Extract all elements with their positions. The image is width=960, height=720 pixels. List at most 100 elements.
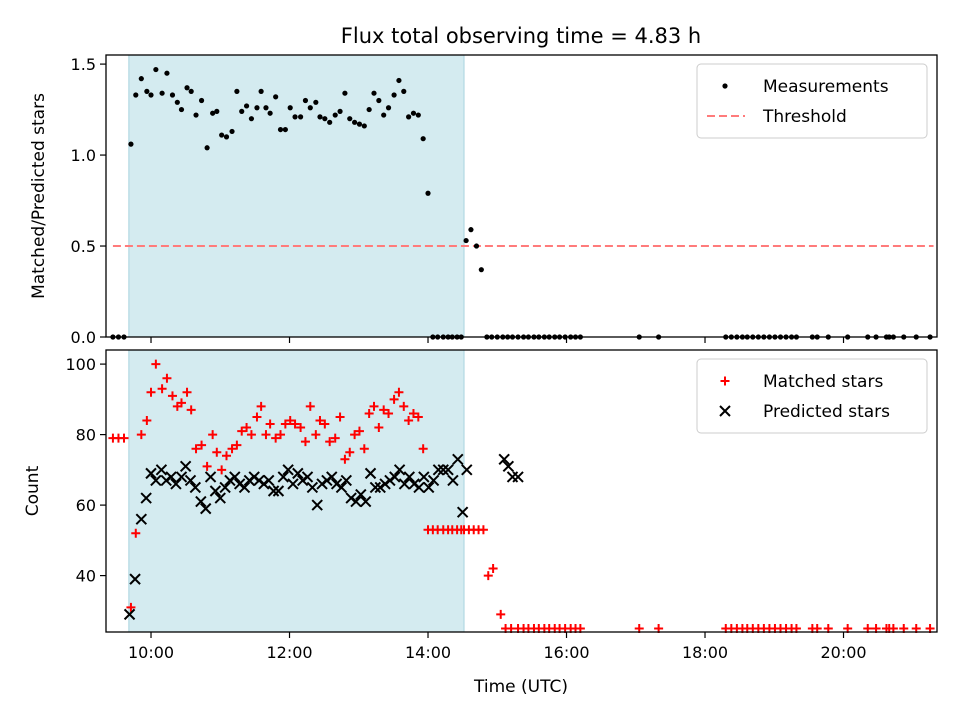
data-point xyxy=(261,430,271,440)
data-point xyxy=(204,471,217,483)
data-point xyxy=(232,440,242,450)
data-point xyxy=(214,492,226,504)
data-point xyxy=(162,373,172,383)
data-point xyxy=(337,108,343,114)
data-point xyxy=(320,419,330,429)
data-point xyxy=(157,384,167,394)
data-point xyxy=(282,464,294,476)
data-point xyxy=(355,488,367,501)
data-point xyxy=(200,502,212,515)
legend-box xyxy=(696,63,928,139)
data-point xyxy=(202,461,212,471)
data-point xyxy=(219,132,225,138)
data-point xyxy=(290,419,300,429)
data-point xyxy=(280,419,290,429)
data-point xyxy=(403,471,416,483)
data-point xyxy=(404,416,414,425)
data-point xyxy=(325,437,335,447)
data-point xyxy=(393,464,406,476)
data-point xyxy=(422,481,435,494)
data-point xyxy=(483,571,493,581)
data-point xyxy=(150,474,162,487)
y-tick-label: 80 xyxy=(76,426,96,445)
data-point xyxy=(138,76,144,82)
data-point xyxy=(418,471,430,483)
data-point xyxy=(385,105,392,111)
data-point xyxy=(326,471,338,483)
data-point xyxy=(389,471,401,483)
data-point xyxy=(223,134,230,140)
data-point xyxy=(366,106,372,113)
data-point xyxy=(352,119,358,125)
data-point xyxy=(311,499,323,511)
legend-marker xyxy=(719,405,731,417)
data-point xyxy=(254,105,260,111)
data-point xyxy=(148,92,154,98)
data-point xyxy=(297,114,304,120)
data-point xyxy=(182,387,192,397)
data-point xyxy=(406,114,412,120)
data-point xyxy=(292,114,298,120)
data-point xyxy=(176,398,186,408)
data-point xyxy=(276,430,286,440)
data-point xyxy=(212,447,222,457)
data-point xyxy=(398,478,411,490)
data-point xyxy=(292,467,304,480)
data-point xyxy=(506,471,519,483)
data-point xyxy=(307,105,313,111)
data-point xyxy=(408,408,418,418)
data-point xyxy=(350,430,360,440)
data-point xyxy=(252,412,262,422)
data-point xyxy=(335,481,348,494)
data-point xyxy=(151,359,161,369)
data-point xyxy=(369,401,379,411)
data-point xyxy=(301,471,314,483)
data-point xyxy=(456,506,469,518)
data-point xyxy=(193,112,199,118)
data-point xyxy=(364,408,374,418)
data-point xyxy=(389,394,399,404)
data-point xyxy=(452,453,464,465)
y-tick-label: 40 xyxy=(76,567,96,586)
x-axis-label: Time (UTC) xyxy=(473,677,568,697)
data-point xyxy=(447,474,459,487)
data-point xyxy=(227,444,237,454)
data-point xyxy=(145,467,157,480)
observing-span xyxy=(128,349,465,633)
legend-marker xyxy=(720,376,730,386)
data-point xyxy=(432,464,445,476)
data-point xyxy=(265,419,275,429)
data-point xyxy=(285,416,295,425)
y-axis-label: Matched/Predicted stars xyxy=(29,93,49,299)
data-point xyxy=(300,437,310,447)
data-point xyxy=(136,430,146,440)
data-point xyxy=(296,423,306,433)
data-point xyxy=(305,401,315,411)
data-point xyxy=(394,387,404,397)
data-point xyxy=(335,412,345,422)
data-point xyxy=(364,467,377,480)
data-point xyxy=(512,471,524,483)
data-point xyxy=(342,90,348,96)
data-point xyxy=(359,495,372,508)
ratio-panel: 0.0 0.5 1.0 1.5 Matched/Predicted stars Measu… xyxy=(29,54,938,347)
data-point xyxy=(396,77,402,84)
data-point xyxy=(263,474,275,487)
x-tick-label: 18:00 xyxy=(682,643,728,662)
data-point xyxy=(354,426,364,436)
data-point xyxy=(165,471,177,483)
data-point xyxy=(461,464,473,476)
y-tick-label: 60 xyxy=(76,496,96,515)
data-point xyxy=(186,405,196,415)
data-point xyxy=(155,464,168,476)
data-point xyxy=(381,112,387,118)
data-point xyxy=(306,481,319,494)
data-point xyxy=(496,609,506,619)
data-point xyxy=(315,416,325,425)
x-tick-label: 10:00 xyxy=(128,643,174,662)
data-point xyxy=(442,464,454,476)
legend-label: Matched stars xyxy=(763,372,883,392)
data-point xyxy=(128,141,134,147)
data-point xyxy=(350,495,362,508)
